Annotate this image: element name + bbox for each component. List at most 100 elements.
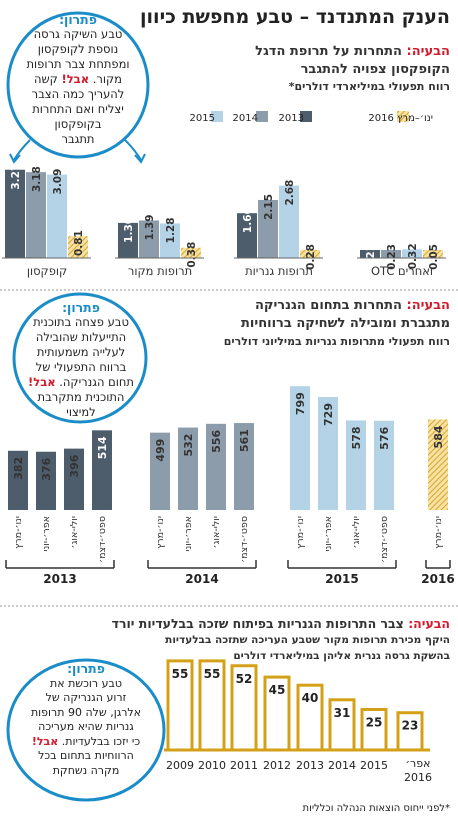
bar [206, 423, 226, 510]
period-label: ינו׳-מרץ [295, 516, 306, 549]
category-label: 2016 [404, 771, 432, 784]
bar-value-label: 382 [12, 457, 25, 480]
bar [92, 430, 112, 510]
legend-swatch-2016 [397, 111, 409, 122]
bar-value-label: 0.32 [407, 243, 419, 269]
section3-bubble-outline [6, 658, 166, 802]
footnote: *לפני ייחוס הוצאות הנהלה וכלליות [302, 803, 450, 814]
bar-value-label: 23 [402, 719, 419, 733]
bar-value-label: 799 [294, 392, 307, 415]
bubble-but: אבל! [28, 375, 56, 389]
bar [47, 174, 67, 258]
bar-value-label: 2.15 [263, 194, 275, 220]
bubble-line: זרוע הגנריקה של [45, 691, 127, 704]
bar-value-label: 561 [238, 429, 251, 452]
legend-2014: 2014 [232, 113, 258, 124]
legend-swatch-2015 [211, 111, 223, 122]
category-label: 2011 [230, 759, 258, 772]
legend-swatch-2014 [256, 111, 268, 122]
bar-value-label: 55 [204, 667, 221, 681]
bubble-line: קשה [34, 72, 58, 86]
legend-2015: 2015 [189, 113, 215, 124]
period-label: ספט׳-דצמ׳ [97, 516, 108, 563]
bar [290, 386, 310, 510]
period-label: אפר׳-יוני [183, 516, 194, 552]
bubble-line: טבע השיקה גרסה [33, 27, 123, 41]
period-label: אפר׳-יוני [41, 516, 52, 552]
section1-bubble-outline [6, 11, 150, 159]
bar [234, 423, 254, 510]
bar [230, 664, 258, 752]
category-label: תרופות גנריות [245, 264, 313, 278]
category-label: אפר׳ [405, 757, 430, 770]
period-label: ינו׳-מרץ [155, 516, 166, 549]
bar-value-label: 499 [154, 439, 167, 462]
section2-bubble-outline [12, 292, 148, 424]
period-label: ינו׳-מרץ [433, 516, 444, 549]
bar-value-label: 0.81 [73, 230, 85, 256]
bar [181, 247, 201, 258]
category-label: 2015 [360, 759, 388, 772]
category-label: קופקסון [27, 264, 67, 278]
bubble-line: כי יזכו בבלעדיות. [61, 734, 141, 748]
category-label: 2012 [263, 759, 291, 772]
bubble-line: יצליח ואם התחרות [32, 102, 124, 116]
legend-swatch-2013 [300, 111, 312, 122]
section2-subtitle: רווח תפעולי מתרופות גנריות במיליוני דולר… [223, 335, 450, 348]
category-label: תרופות מקור [128, 264, 192, 278]
period-label: יולי-אוג׳ [69, 516, 80, 548]
section1-bubble: פתרון: טבע השיקה גרסה נוספת לקופקסון ומפ… [14, 12, 142, 147]
bar-value-label: 1.39 [144, 214, 156, 240]
bar-value-label: 31 [334, 706, 351, 720]
bar [423, 250, 443, 258]
bar [36, 451, 56, 510]
bar-value-label: 0.05 [428, 244, 440, 270]
legend-2013: 2013 [278, 113, 304, 124]
category-label: 2009 [166, 759, 194, 772]
bubble-line: התייעלות שהובילה [35, 330, 127, 344]
bar [166, 659, 194, 752]
bubble-line: טבע רוכשת את [50, 676, 122, 690]
bubble-line: מקרה נשחקת [52, 763, 120, 777]
bar [5, 169, 25, 258]
bar-value-label: 52 [236, 672, 253, 686]
category-label: 2014 [328, 759, 356, 772]
bubble-line: הרווחיות בתחום בכל [38, 749, 134, 762]
bar [237, 213, 257, 258]
bar-value-label: 396 [68, 454, 81, 477]
period-label: אפר׳-יוני [323, 516, 334, 552]
bar-value-label: 3.09 [52, 169, 64, 195]
bar-value-label: 45 [269, 683, 286, 697]
section2-problem-text: התחרות בתחום הגנריקה [254, 298, 402, 313]
bar-value-label: 40 [302, 691, 319, 705]
section1-problem-text: התחרות על תרופת הדגל [255, 44, 402, 59]
bar-value-label: 514 [96, 436, 109, 459]
period-label: ספט׳-דצמ׳ [379, 516, 390, 563]
bubble-line: למיצוי [66, 405, 96, 419]
section3-bubble-title: פתרון: [67, 661, 105, 676]
bar [300, 250, 320, 258]
section3-problem: הבעיה: צבר התרופות הגנריות בפיתוח שזכה ב… [112, 616, 450, 631]
bar-value-label: 0.28 [305, 244, 317, 270]
section3-problem-text: צבר התרופות הגנריות בפיתוח שזכה בבלעדיות… [111, 616, 404, 631]
bar-value-label: 584 [432, 425, 445, 448]
category-label: 2013 [296, 759, 324, 772]
section1-problem-label: הבעיה: [406, 44, 450, 59]
bar-value-label: 0.21 [365, 244, 377, 270]
bar [8, 450, 28, 510]
bar-value-label: 556 [210, 429, 223, 452]
year-label: 2015 [325, 572, 358, 586]
bar-value-label: 0.38 [186, 242, 198, 268]
bubble-line: נוספת לקופקסון [37, 42, 119, 56]
bar [279, 185, 299, 258]
bar [118, 222, 138, 258]
section2-bubble: פתרון: טבע פצחה בתוכנית התייעלות שהובילה… [22, 300, 140, 420]
section3-problem-label: הבעיה: [408, 616, 450, 631]
bar [178, 427, 198, 510]
bubble-line: להעריך כמה הצבר [31, 87, 125, 101]
bubble-but: אבל! [61, 72, 90, 86]
bar [381, 250, 401, 258]
bubble-line: אלרגן, שלה 90 תרופות [30, 705, 142, 719]
bar [402, 249, 422, 258]
